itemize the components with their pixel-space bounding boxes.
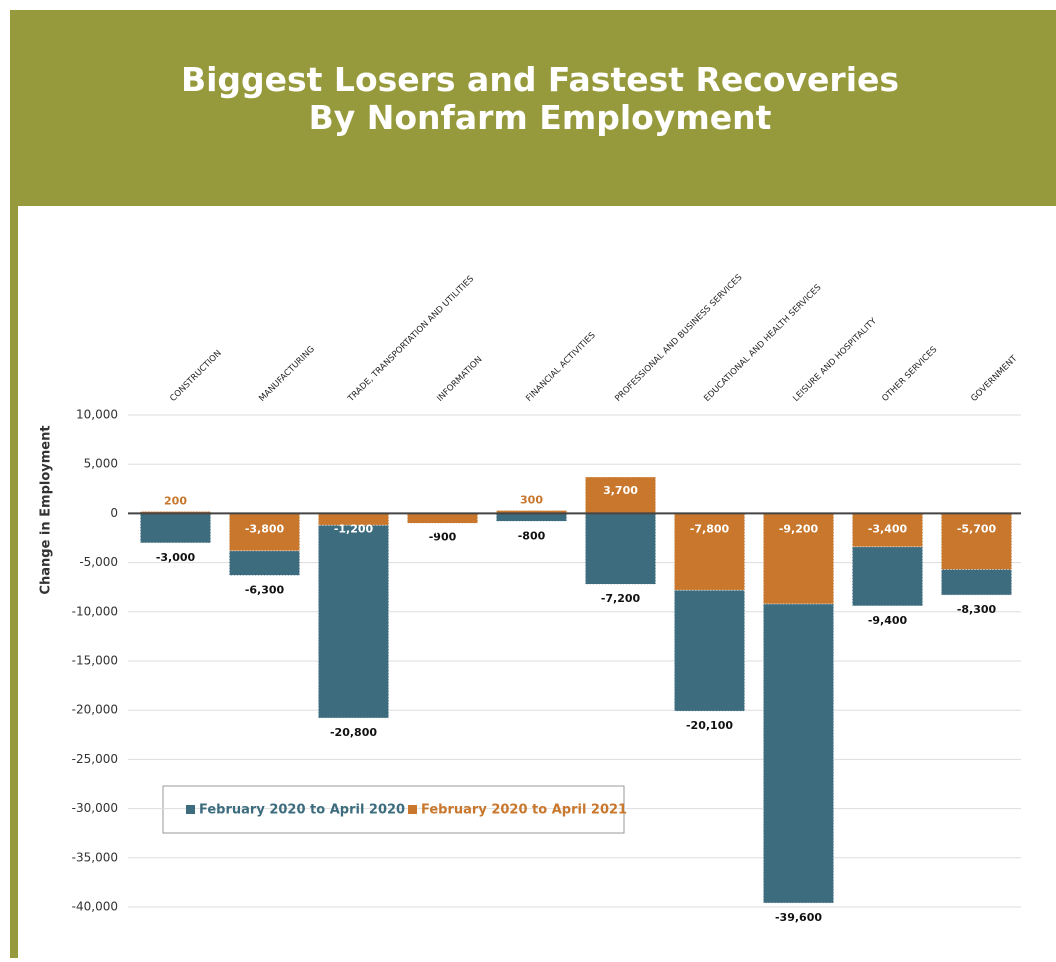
y-tick-label: -35,000 (72, 850, 118, 864)
bar (674, 513, 745, 591)
y-tick-label: -5,000 (79, 555, 118, 569)
value-label: -1,000 (423, 522, 463, 535)
header-band (10, 10, 1056, 206)
bar (496, 513, 567, 522)
y-axis-title: Change in Employment (39, 425, 54, 594)
value-label: -900 (429, 530, 457, 543)
legend-swatch (408, 805, 417, 814)
value-label: -20,800 (330, 726, 377, 739)
value-label: -1,200 (334, 522, 374, 535)
bar (852, 513, 923, 548)
x-tick-label: CONSTRUCTION (168, 348, 223, 403)
bar (585, 513, 656, 585)
y-tick-label: -15,000 (72, 654, 118, 668)
value-label: -3,000 (156, 551, 196, 564)
value-label: 200 (164, 494, 187, 507)
value-label: 3,700 (603, 484, 638, 497)
value-label: -800 (518, 529, 546, 542)
legend-label: February 2020 to April 2020 (199, 803, 405, 818)
y-tick-label: 5,000 (84, 457, 118, 471)
value-label: -9,400 (868, 614, 908, 627)
y-tick-label: 10,000 (76, 408, 118, 422)
value-label: -5,700 (957, 522, 997, 535)
value-label: -39,600 (775, 911, 822, 924)
x-tick-label: GOVERNMENT (969, 353, 1020, 404)
bar (763, 513, 834, 605)
value-label: -7,800 (690, 522, 730, 535)
value-label: 300 (520, 493, 543, 506)
legend-label: February 2020 to April 2021 (421, 803, 627, 818)
y-tick-label: -40,000 (72, 900, 118, 914)
bar (318, 513, 389, 719)
bar (941, 513, 1012, 570)
legend-box (162, 785, 625, 834)
x-tick-label: LEISURE AND HOSPITALITY (791, 316, 879, 404)
x-tick-label: FINANCIAL ACTIVITIES (524, 331, 597, 404)
y-tick-label: -10,000 (72, 604, 118, 618)
y-tick-label: -20,000 (72, 703, 118, 717)
value-label: -20,100 (686, 719, 733, 732)
value-label: -9,200 (779, 522, 819, 535)
value-label: -7,200 (601, 592, 641, 605)
x-tick-label: OTHER SERVICES (880, 345, 939, 404)
chart-title: Biggest Losers and Fastest Recoveries By … (181, 60, 899, 137)
bar (140, 513, 211, 544)
y-tick-label: 0 (110, 506, 118, 520)
legend-swatch (186, 805, 195, 814)
x-tick-label: INFORMATION (435, 355, 484, 404)
bar (229, 513, 300, 552)
value-label: -8,300 (957, 603, 997, 616)
x-tick-label: MANUFACTURING (257, 344, 317, 404)
bar (318, 513, 389, 526)
side-border (10, 206, 18, 958)
value-label: -6,300 (245, 583, 285, 596)
value-label: -3,400 (868, 522, 908, 535)
y-tick-label: -25,000 (72, 752, 118, 766)
y-tick-label: -30,000 (72, 801, 118, 815)
bar (407, 513, 478, 524)
bar (585, 476, 656, 514)
value-label: -3,800 (245, 522, 285, 535)
